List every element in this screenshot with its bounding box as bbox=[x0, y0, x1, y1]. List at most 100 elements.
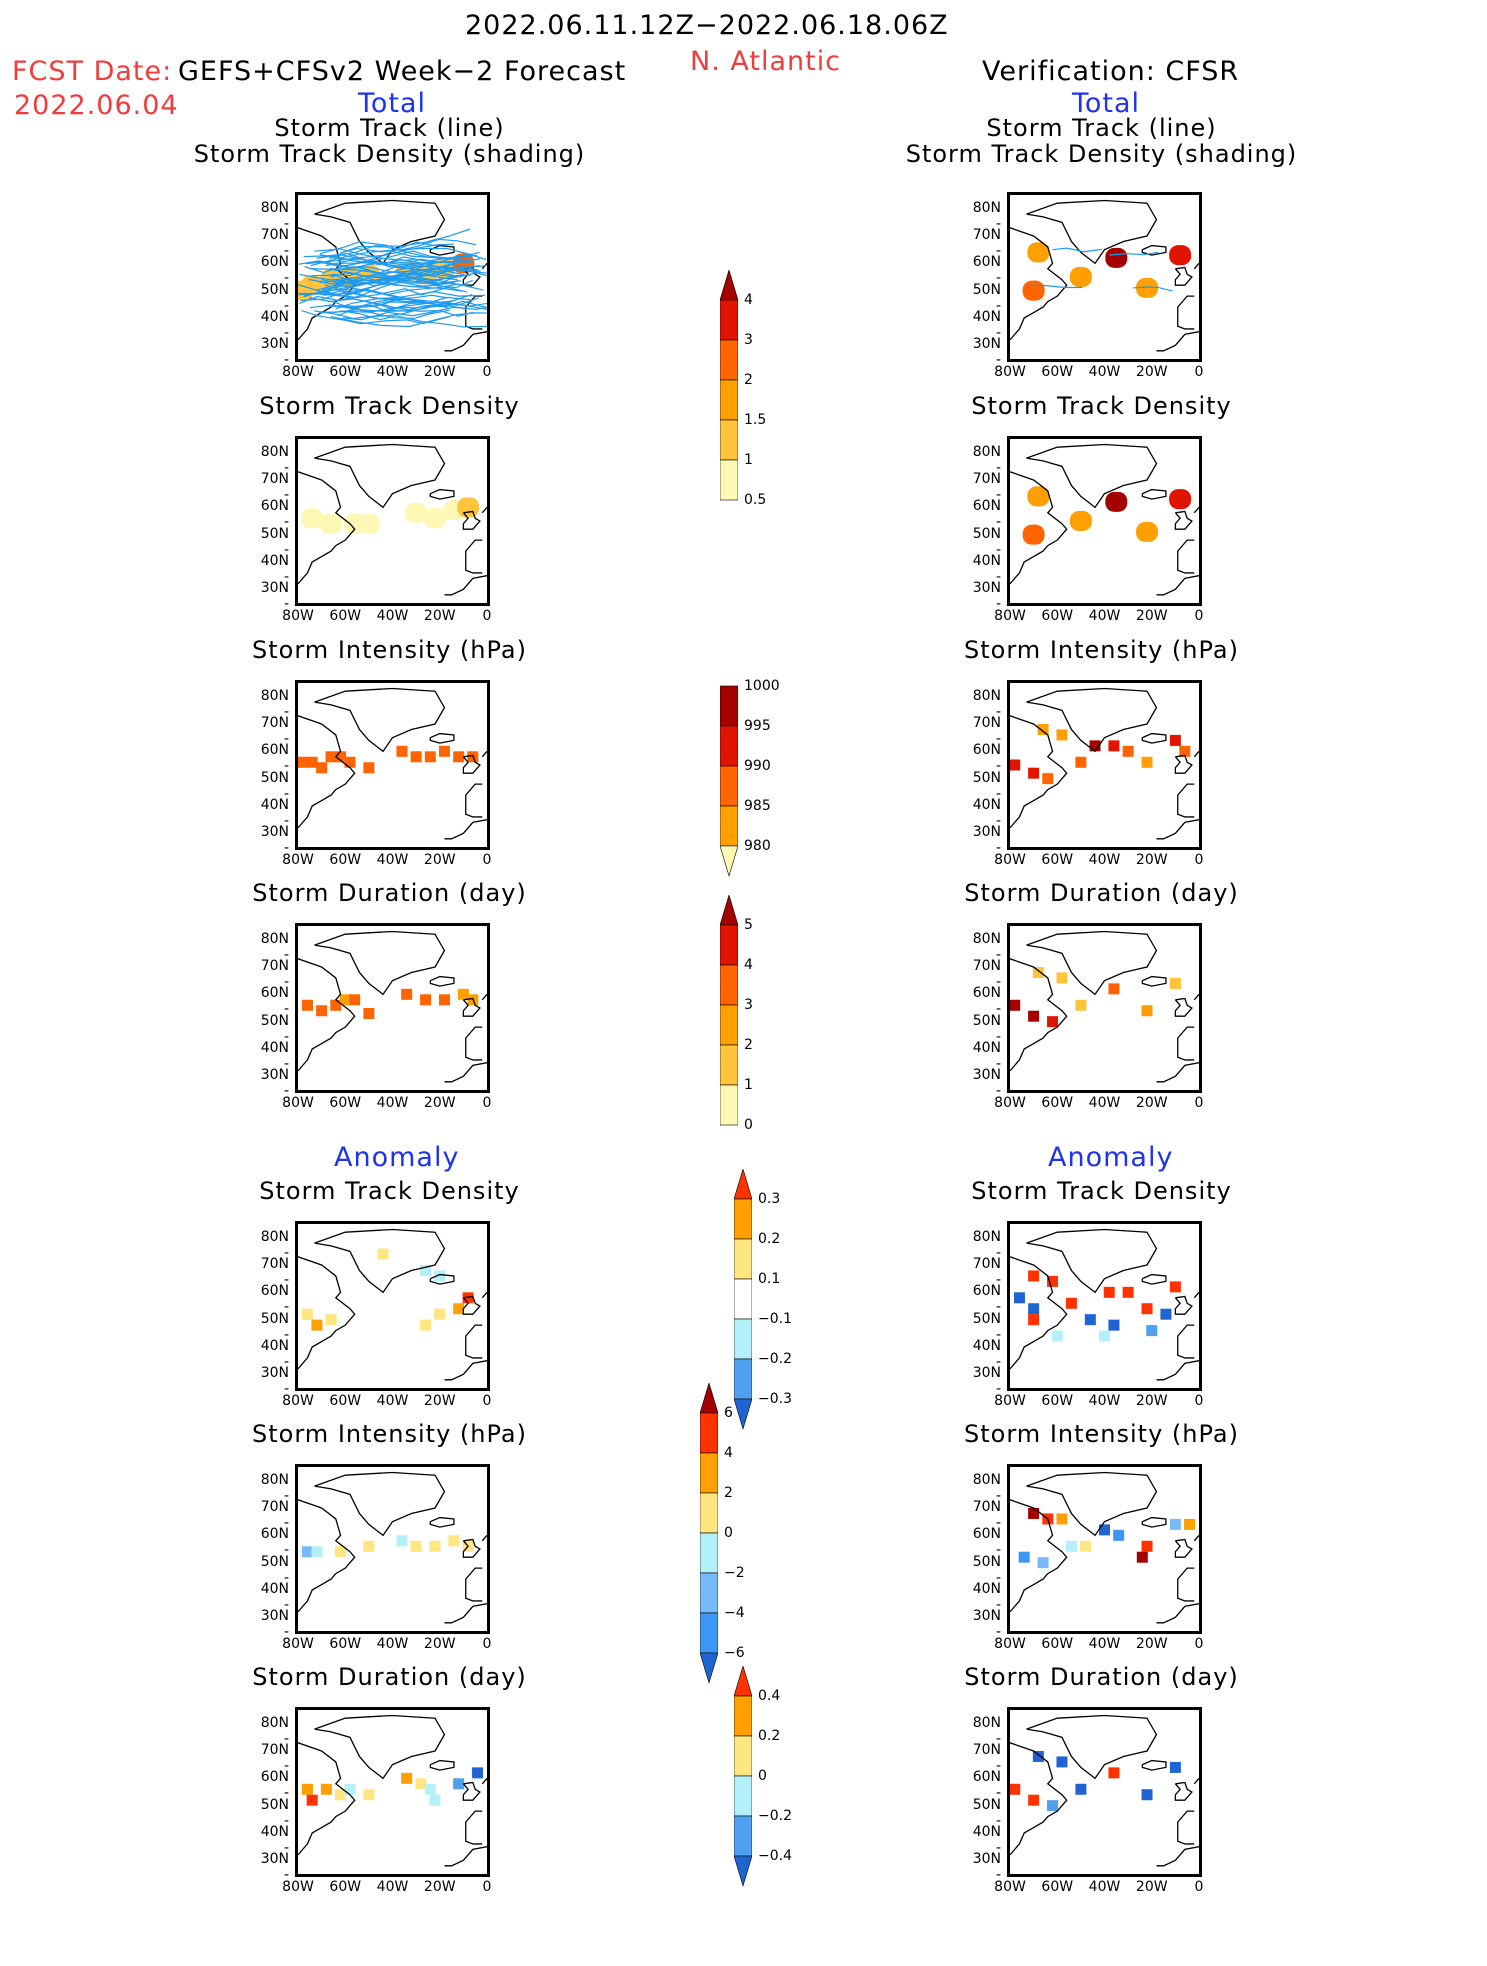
data-cell bbox=[410, 751, 422, 763]
data-cell bbox=[1032, 966, 1044, 978]
coastline bbox=[1177, 1324, 1195, 1359]
lon-tick-label: 20W bbox=[1135, 852, 1168, 868]
coastline bbox=[1026, 1228, 1158, 1294]
fc-track-title: Storm Track (line) bbox=[274, 114, 505, 142]
storm-track-line bbox=[325, 291, 485, 300]
lon-tick-label: 20W bbox=[423, 364, 456, 380]
vf-dur-map bbox=[1007, 923, 1202, 1093]
coastline bbox=[1026, 930, 1158, 996]
lat-tick-label: 70N - bbox=[260, 471, 289, 503]
fc-int-title: Storm Intensity (hPa) bbox=[252, 636, 527, 664]
lat-tick-label: 50N - bbox=[260, 525, 289, 558]
vf-track-map bbox=[1007, 192, 1202, 362]
data-cell bbox=[434, 1308, 446, 1320]
fcst-date-value: 2022.06.04 bbox=[14, 90, 179, 121]
lon-tick-label: 60W bbox=[329, 1879, 362, 1895]
coastline bbox=[465, 1026, 483, 1061]
lat-tick-label: 80N - bbox=[260, 443, 289, 476]
storm-track-line bbox=[299, 281, 450, 305]
lat-tick-label: 30N - bbox=[972, 1851, 1001, 1884]
storm-track-line bbox=[340, 310, 487, 328]
lat-tick-label: 70N - bbox=[260, 227, 289, 259]
lat-tick-label: 60N - bbox=[972, 254, 1001, 287]
region-title: N. Atlantic bbox=[690, 46, 842, 77]
data-cell bbox=[377, 1248, 389, 1260]
lat-tick-label: 70N - bbox=[972, 1742, 1001, 1774]
storm-track-line bbox=[299, 262, 456, 281]
coastline bbox=[444, 575, 487, 596]
data-cell bbox=[1069, 511, 1092, 531]
lat-tick-label: 40N - bbox=[972, 1338, 1001, 1370]
lat-tick-label: 60N - bbox=[972, 1526, 1001, 1559]
data-cell bbox=[1108, 1767, 1120, 1779]
lat-tick-label: 70N - bbox=[972, 471, 1001, 503]
coastline bbox=[1141, 1759, 1167, 1771]
std_anom-colorbar bbox=[734, 1169, 752, 1431]
lon-tick-label: 20W bbox=[1135, 1636, 1168, 1652]
fc-dur-anom-map bbox=[295, 1707, 490, 1877]
data-cell bbox=[335, 1546, 347, 1558]
colorbar-segment bbox=[734, 1398, 752, 1431]
colorbar-segment bbox=[734, 1695, 752, 1737]
data-cell bbox=[1080, 1540, 1092, 1552]
colorbar-segment bbox=[720, 805, 738, 847]
colorbar-segment bbox=[700, 1652, 718, 1685]
lat-tick-label: 60N - bbox=[260, 498, 289, 531]
coastline bbox=[1174, 1295, 1193, 1315]
storm-track-line bbox=[331, 269, 455, 278]
coastline bbox=[444, 331, 487, 352]
vf-std-anom-title: Storm Track Density bbox=[971, 1177, 1232, 1205]
data-cell bbox=[301, 508, 324, 529]
lat-tick-label: 30N - bbox=[260, 824, 289, 857]
int_anom-colorbar-label: 4 bbox=[724, 1445, 733, 1461]
lat-tick-label: 50N - bbox=[972, 1310, 1001, 1343]
data-cell bbox=[415, 1778, 427, 1790]
std_anom-colorbar-label: 0.2 bbox=[758, 1231, 781, 1247]
coastline bbox=[1026, 1714, 1158, 1780]
data-cell bbox=[335, 751, 347, 763]
data-cell bbox=[298, 756, 309, 768]
colorbar-segment bbox=[700, 1412, 718, 1454]
coastline bbox=[298, 958, 356, 1072]
vf-std-title: Storm Track Density bbox=[971, 392, 1232, 420]
int_anom-colorbar-label: 0 bbox=[724, 1525, 733, 1541]
data-cell bbox=[1169, 1518, 1181, 1530]
coastline bbox=[314, 1714, 446, 1780]
data-cell bbox=[306, 756, 318, 768]
coastline bbox=[462, 510, 481, 530]
data-cell bbox=[401, 988, 413, 1000]
lat-tick-label: 70N - bbox=[260, 1256, 289, 1288]
lat-tick-label: 30N - bbox=[972, 1608, 1001, 1641]
coastline bbox=[465, 1810, 483, 1845]
data-cell bbox=[457, 988, 469, 1000]
data-cell bbox=[357, 513, 380, 534]
data-cell bbox=[1022, 280, 1045, 301]
data-cell bbox=[335, 1789, 347, 1801]
coastline bbox=[1177, 295, 1195, 330]
lon-tick-label: 60W bbox=[1041, 1393, 1074, 1409]
coastline bbox=[314, 199, 446, 265]
fcst-date-label: FCST Date: bbox=[12, 56, 173, 87]
data-cell bbox=[1184, 1518, 1196, 1530]
lon-tick-label: 80W bbox=[994, 608, 1026, 624]
lon-tick-label: 80W bbox=[994, 852, 1026, 868]
data-cell bbox=[462, 1292, 474, 1304]
dur_anom-colorbar-label: −0.2 bbox=[758, 1808, 792, 1824]
coastline bbox=[444, 1062, 487, 1083]
coastline bbox=[1010, 715, 1068, 829]
coastline bbox=[429, 1759, 455, 1771]
storm-track-line bbox=[342, 306, 487, 321]
std_anom-colorbar-label: −0.3 bbox=[758, 1391, 792, 1407]
lon-tick-label: 0 bbox=[482, 364, 492, 380]
data-cell bbox=[1160, 1308, 1172, 1320]
colorbar-segment bbox=[700, 1383, 718, 1414]
coastline bbox=[429, 1516, 455, 1528]
lon-tick-label: 60W bbox=[1041, 364, 1074, 380]
lat-tick-label: 50N - bbox=[972, 769, 1001, 802]
lat-tick-label: 30N - bbox=[972, 1067, 1001, 1100]
density-colorbar-label: 1 bbox=[744, 452, 753, 468]
coastline bbox=[1010, 958, 1068, 1072]
data-cell bbox=[363, 1789, 375, 1801]
lon-tick-label: 80W bbox=[994, 1636, 1026, 1652]
data-cell bbox=[1105, 247, 1128, 268]
